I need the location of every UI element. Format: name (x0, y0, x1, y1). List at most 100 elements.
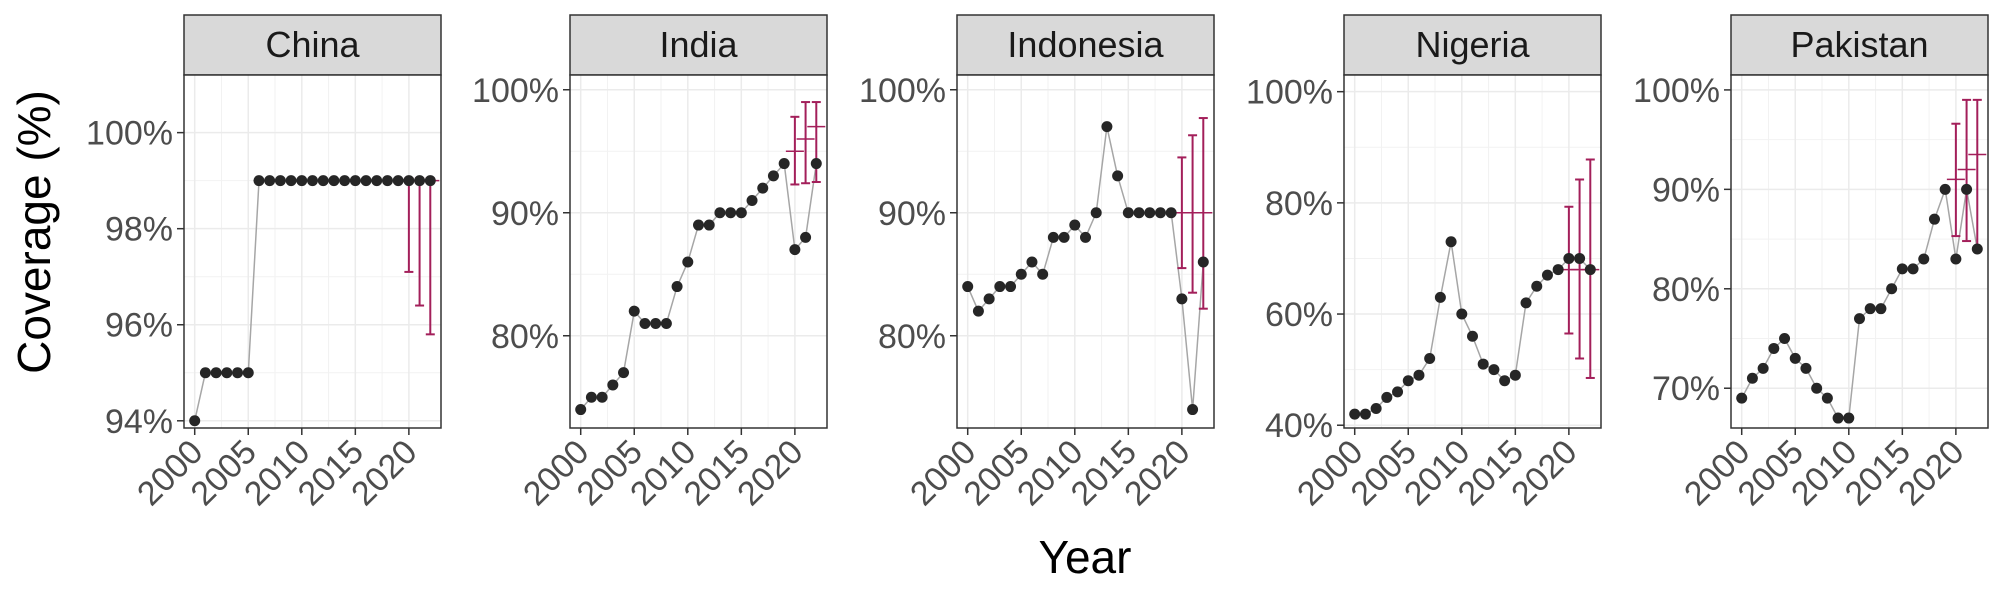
y-tick-label-india: 90% (491, 195, 559, 233)
data-point-china (285, 175, 297, 187)
data-point-pakistan (1843, 412, 1855, 424)
data-point-pakistan (1779, 333, 1791, 345)
data-point-india (596, 391, 608, 403)
panel-pakistan: Pakistan70%80%90%100%2000200520102015202… (1633, 14, 1989, 513)
data-point-indonesia (1037, 268, 1049, 280)
y-tick-label-india: 100% (472, 72, 559, 110)
data-point-china (253, 175, 265, 187)
error-bar-india (796, 101, 815, 185)
error-bar-pakistan (1946, 122, 1965, 238)
data-point-pakistan (1928, 213, 1940, 225)
x-tick-label-india: 2020 (730, 433, 810, 513)
data-point-china (328, 175, 340, 187)
data-point-china (371, 175, 383, 187)
y-tick-label-pakistan: 100% (1633, 72, 1720, 110)
strip-label-china: China (265, 24, 360, 65)
data-point-india (618, 367, 630, 379)
data-point-india (628, 305, 640, 317)
data-point-pakistan (1950, 253, 1962, 265)
strip-india (569, 14, 828, 76)
data-point-pakistan (1832, 412, 1844, 424)
data-point-indonesia (1187, 404, 1199, 416)
data-point-indonesia (1080, 231, 1091, 243)
data-point-india (585, 391, 597, 403)
data-point-nigeria (1563, 252, 1575, 264)
data-point-nigeria (1488, 364, 1500, 376)
data-point-indonesia (1047, 231, 1059, 243)
data-point-indonesia (1101, 121, 1113, 133)
data-point-china (242, 367, 254, 379)
x-tick-label-china: 2020 (344, 433, 424, 513)
data-point-indonesia (1144, 207, 1156, 219)
data-point-indonesia (994, 281, 1006, 293)
data-point-indonesia (962, 281, 974, 293)
data-point-pakistan (1939, 183, 1951, 195)
data-point-pakistan (1746, 372, 1758, 384)
y-tick-label-pakistan: 90% (1652, 171, 1720, 209)
strip-label-indonesia: Indonesia (1007, 24, 1164, 65)
data-point-china (189, 415, 201, 427)
data-point-indonesia (1165, 207, 1177, 219)
data-point-india (607, 379, 619, 391)
panel-border-nigeria (1343, 74, 1602, 429)
data-point-nigeria (1434, 291, 1446, 303)
panel-border-pakistan (1730, 74, 1989, 429)
y-tick-label-india: 80% (491, 318, 559, 356)
data-point-pakistan (1736, 392, 1748, 404)
plot-area-indonesia (957, 75, 1214, 428)
data-point-pakistan (1811, 382, 1823, 394)
data-point-indonesia (1069, 219, 1081, 231)
data-point-nigeria (1402, 375, 1414, 387)
data-point-nigeria (1531, 280, 1543, 292)
data-point-nigeria (1456, 308, 1468, 320)
data-point-india (703, 219, 715, 231)
data-point-nigeria (1520, 297, 1532, 309)
data-point-india (767, 170, 779, 182)
panel-border-china (183, 74, 442, 429)
y-tick-label-nigeria: 100% (1246, 74, 1333, 112)
error-bar-nigeria (1570, 178, 1589, 360)
data-point-indonesia (1005, 281, 1017, 293)
data-point-pakistan (1864, 303, 1876, 315)
data-point-india (650, 317, 662, 329)
data-point-china (232, 367, 244, 379)
y-axis-title: Coverage (%) (8, 90, 60, 374)
data-point-china (307, 175, 318, 187)
panel-border-india (569, 74, 828, 429)
data-point-nigeria (1574, 252, 1586, 264)
data-point-india (757, 182, 769, 194)
data-point-pakistan (1821, 392, 1833, 404)
x-tick-label-indonesia: 2020 (1117, 433, 1197, 513)
strip-label-india: India (659, 24, 738, 65)
data-point-indonesia (1197, 256, 1209, 268)
data-point-nigeria (1552, 264, 1564, 276)
data-point-nigeria (1445, 236, 1457, 248)
data-point-china (339, 175, 351, 187)
data-point-india (735, 207, 747, 219)
data-point-indonesia (983, 293, 995, 305)
data-point-nigeria (1424, 353, 1436, 365)
data-point-pakistan (1757, 362, 1769, 374)
data-point-indonesia (1090, 207, 1102, 219)
x-axis-title: Year (1039, 531, 1132, 583)
data-point-indonesia (1112, 170, 1124, 182)
y-tick-label-nigeria: 80% (1265, 185, 1333, 223)
data-point-china (403, 175, 415, 187)
y-tick-label-pakistan: 80% (1652, 271, 1720, 309)
plot-area-pakistan (1731, 75, 1988, 428)
data-point-indonesia (1015, 268, 1027, 280)
strip-label-nigeria: Nigeria (1415, 24, 1530, 65)
strip-pakistan (1730, 14, 1989, 76)
data-point-pakistan (1789, 352, 1801, 364)
error-bar-india (785, 115, 804, 186)
data-point-china (360, 175, 372, 187)
data-point-pakistan (1907, 263, 1919, 275)
data-point-nigeria (1359, 408, 1371, 420)
data-point-indonesia (1154, 207, 1166, 219)
data-point-china (274, 175, 286, 187)
panel-border-indonesia (956, 74, 1215, 429)
